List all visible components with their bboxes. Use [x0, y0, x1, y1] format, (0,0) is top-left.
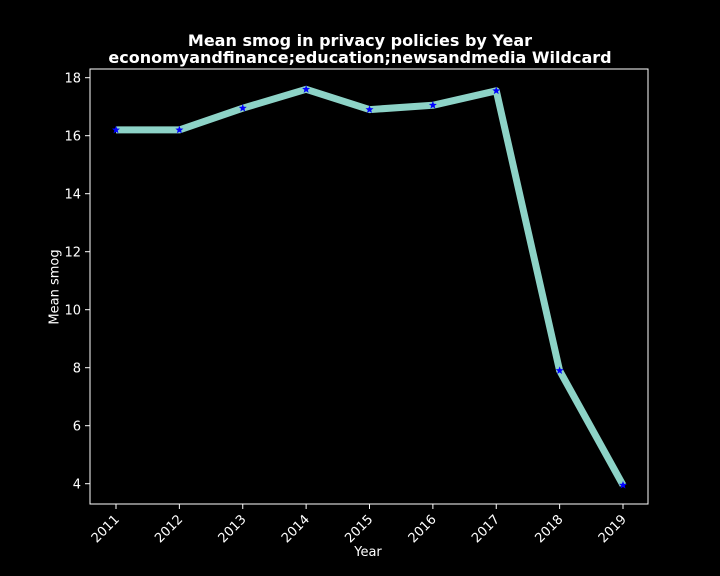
x-tick-label: 2019 — [596, 512, 630, 546]
data-point — [619, 480, 627, 489]
x-axis-ticks: 2011 2012 2013 2014 2015 2016 2017 2018 2019 — [89, 504, 630, 546]
y-tick-label: 6 — [73, 420, 81, 435]
x-tick-label: 2014 — [279, 512, 313, 546]
y-tick-label: 18 — [64, 72, 81, 87]
y-tick-label: 4 — [73, 478, 81, 493]
y-axis-ticks: 4 6 8 10 12 14 16 18 — [64, 72, 90, 493]
y-tick-label: 10 — [64, 304, 81, 319]
x-tick-label: 2015 — [342, 512, 376, 546]
x-axis-label: Year — [354, 545, 382, 560]
x-tick-label: 2013 — [216, 512, 250, 546]
data-point — [302, 85, 311, 93]
series-line — [116, 85, 627, 487]
y-axis-label: Mean smog — [47, 249, 63, 325]
data-point — [365, 105, 374, 113]
chart-subtitle: economyandfinance;education;newsandmedia… — [108, 48, 612, 67]
plot-frame — [89, 68, 649, 505]
data-point — [238, 103, 247, 112]
data-point — [492, 86, 501, 95]
data-point — [555, 366, 564, 374]
x-tick-label: 2016 — [406, 512, 440, 546]
y-tick-label: 12 — [64, 246, 81, 261]
y-tick-label: 16 — [64, 130, 81, 145]
data-markers — [112, 85, 627, 489]
data-point — [428, 101, 437, 109]
x-tick-label: 2017 — [469, 512, 503, 546]
data-point — [175, 125, 184, 134]
data-point — [112, 125, 120, 134]
x-tick-label: 2018 — [532, 512, 566, 546]
x-tick-label: 2011 — [89, 512, 123, 546]
y-tick-label: 14 — [64, 188, 81, 203]
x-tick-label: 2012 — [152, 512, 186, 546]
chart-title: Mean smog in privacy policies by Year — [187, 31, 533, 50]
y-tick-label: 8 — [73, 362, 81, 377]
